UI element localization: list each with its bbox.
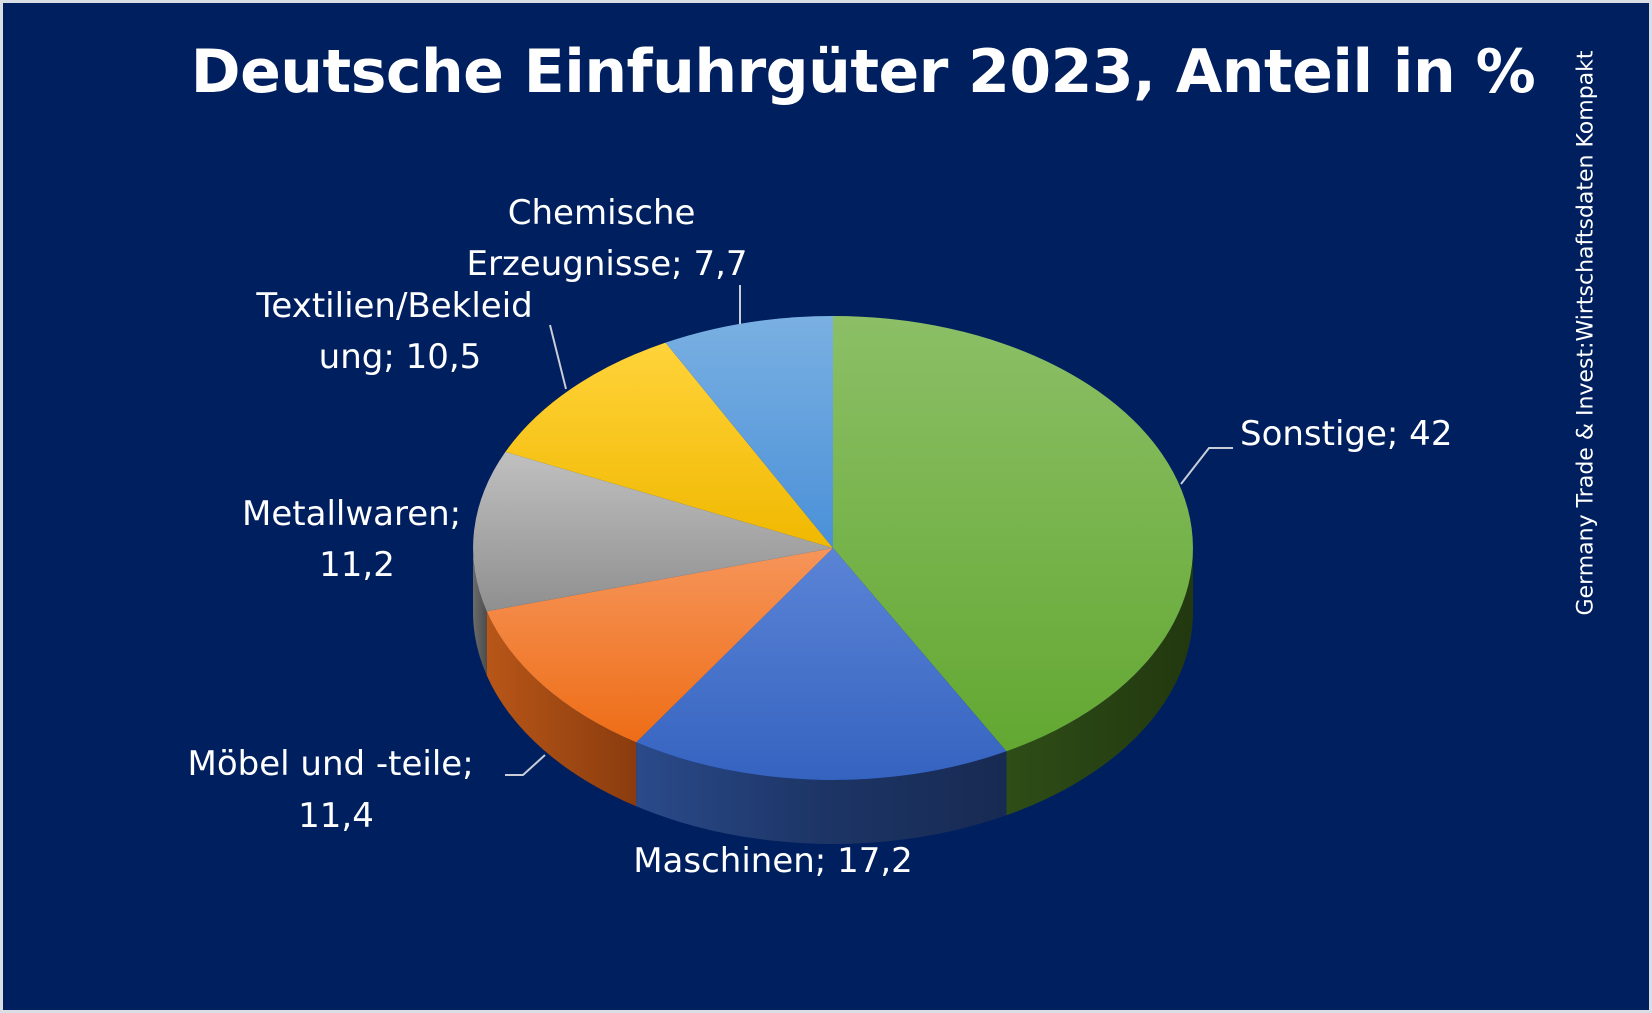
slice-label-moebel: Möbel und -teile; 11,4 [188, 744, 485, 836]
pie-side-layer [473, 548, 1193, 844]
pie-slice-sonstige [833, 316, 1193, 752]
leader-line-textilien [549, 324, 567, 390]
slice-label-sonstige: Sonstige; 42 [1240, 414, 1452, 454]
leader-lines [505, 285, 1233, 776]
pie-slice-moebel [486, 548, 833, 743]
pie-slice-chemische [665, 316, 833, 548]
pie-slice-textilien [505, 342, 833, 548]
slice-label-textilien: Textilien/Bekleid ung; 10,5 [255, 286, 543, 377]
source-note: Germany Trade & Invest:Wirtschaftsdaten … [1573, 50, 1599, 616]
pie-side-metallwaren [473, 548, 487, 676]
pie-side-sonstige [1006, 548, 1193, 816]
slice-label-metallwaren: Metallwaren; 11,2 [242, 494, 472, 585]
pie-side-maschinen [636, 742, 1007, 844]
slice-label-maschinen: Maschinen; 17,2 [633, 841, 913, 881]
chart-title: Deutsche Einfuhrgüter 2023, Anteil in % [190, 37, 1536, 107]
leader-line-sonstige [1180, 447, 1233, 485]
slice-labels: Sonstige; 42 Maschinen; 17,2 Möbel und -… [188, 193, 1453, 881]
pie-slice-maschinen [636, 548, 1007, 780]
slice-label-chemische: Chemische Erzeugnisse; 7,7 [466, 193, 747, 284]
pie-slice-metallwaren [473, 451, 833, 612]
pie-chart: Sonstige; 42 Maschinen; 17,2 Möbel und -… [188, 193, 1453, 881]
pie-side-moebel [486, 611, 637, 807]
pie-top-layer [473, 316, 1193, 780]
leader-line-moebel [505, 754, 546, 776]
